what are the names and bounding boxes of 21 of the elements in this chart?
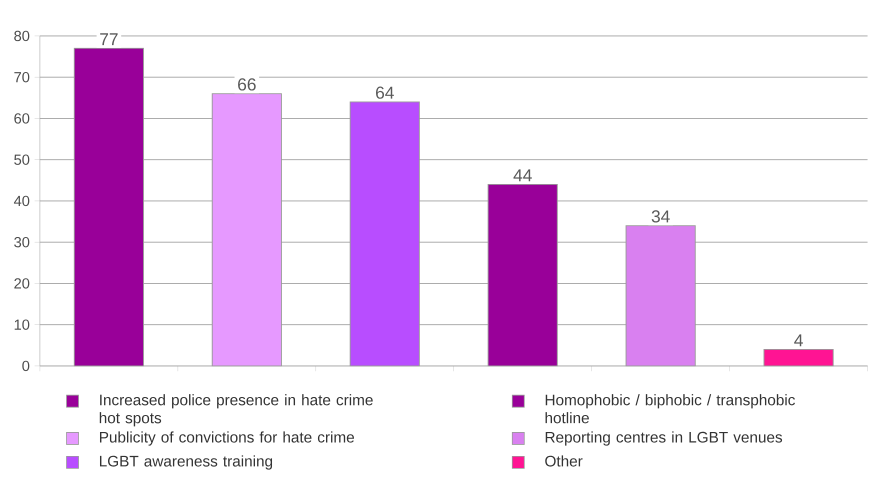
data-label: 66 (238, 78, 256, 91)
legend-label: Other (545, 455, 583, 467)
data-label: 34 (652, 210, 670, 223)
data-label: 4 (794, 334, 803, 346)
y-tick-label: 60 (14, 113, 30, 124)
y-tick-label: 30 (14, 237, 30, 248)
data-label: 44 (513, 169, 532, 182)
y-tick-label: 20 (14, 278, 30, 289)
legend-label: Homophobic / biphobic / transphobic hotline (546, 394, 795, 424)
legend-label: Increased police presence in hate crime hot spots (100, 394, 373, 426)
data-label: 77 (100, 33, 118, 46)
y-tick-label: 50 (14, 154, 30, 165)
y-tick-label: 40 (14, 196, 30, 206)
y-tick-label: 10 (14, 320, 30, 330)
y-tick-label: 70 (14, 72, 30, 82)
legend-label: LGBT awareness training (100, 455, 272, 470)
legend-label: Reporting centres in LGBT venues (546, 431, 782, 446)
legend-label: Publicity of convictions for hate crime (100, 431, 354, 446)
y-tick-label: 0 (22, 360, 30, 372)
data-label: 64 (376, 86, 394, 99)
y-tick-label: 80 (14, 30, 30, 42)
